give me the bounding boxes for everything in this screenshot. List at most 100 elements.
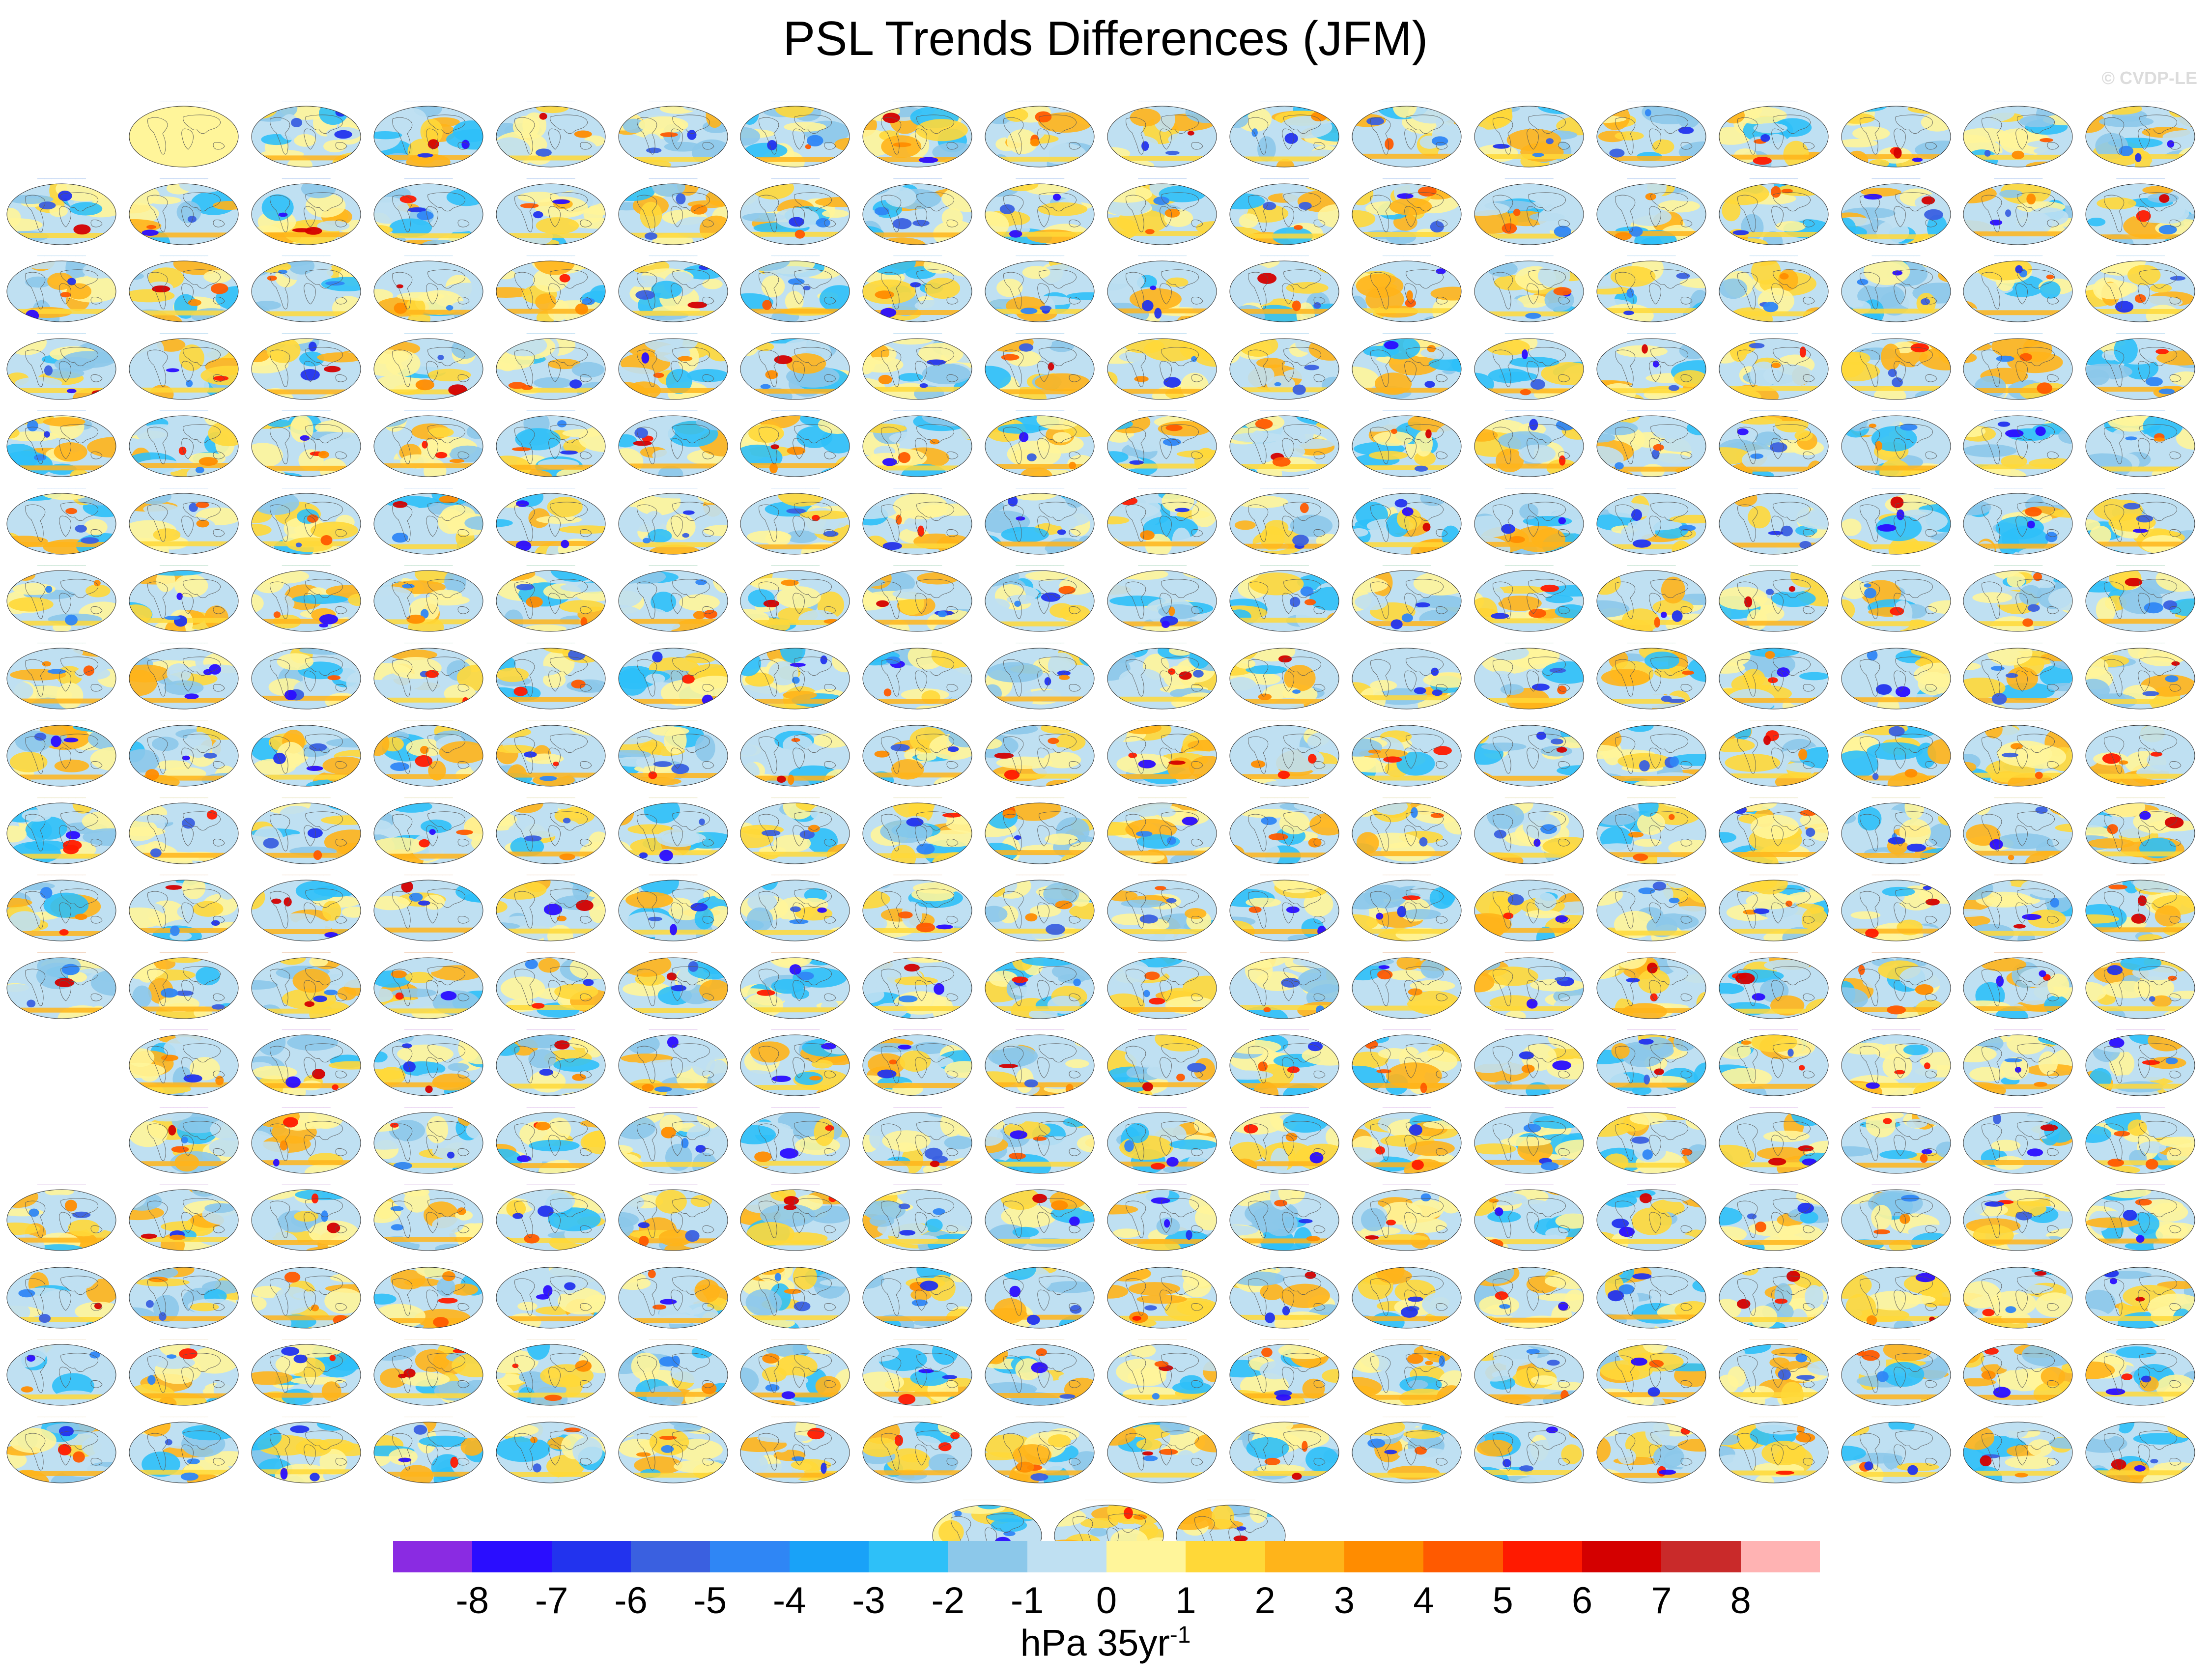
global-map: [373, 570, 483, 632]
global-map: [1107, 802, 1217, 864]
global-map: [618, 183, 728, 245]
global-map: [2085, 1267, 2195, 1328]
panel-title: ——————————————: [1504, 1337, 1554, 1341]
panel-title: ——————————————: [2116, 873, 2165, 877]
map-panel: ——————————————: [1228, 950, 1341, 1024]
map-panel: ——————————————: [1595, 1414, 1708, 1488]
panel-title: ——————————————: [771, 254, 820, 258]
panel-title: ——————————————: [1627, 1105, 1676, 1110]
panel-title: ——————————————: [771, 99, 820, 103]
panel-title: ——————————————: [282, 563, 331, 568]
panel-title: ——————————————: [771, 873, 820, 877]
global-map: [129, 570, 239, 632]
map-panel: ——————————————: [738, 872, 851, 946]
map-panel: ——————————————: [617, 717, 730, 791]
panel-title: ——————————————: [893, 718, 942, 722]
panel-title: ——————————————: [1994, 1337, 2042, 1341]
global-map: [1107, 183, 1217, 245]
panel-title: ——————————————: [1016, 795, 1064, 800]
panel-title: ——————————————: [37, 950, 86, 955]
panel-title: ——————————————: [1871, 950, 1921, 955]
global-map: [1352, 1034, 1462, 1096]
map-panel: ——————————————: [738, 1182, 851, 1255]
panel-title: ——————————————: [893, 331, 942, 336]
global-map: [1841, 415, 1951, 477]
panel-title: ——————————————: [1749, 408, 1798, 413]
global-map: [740, 1034, 850, 1096]
map-panel: ——————————————: [1961, 717, 2074, 791]
global-map: [1474, 570, 1584, 632]
global-map: [862, 1112, 972, 1173]
global-map: [1596, 725, 1706, 787]
map-panel: ——————————————: [861, 331, 974, 404]
panel-title: ——————————————: [1016, 718, 1064, 722]
global-map: [985, 493, 1095, 554]
map-panel: ——————————————: [1961, 98, 2074, 172]
global-map: [1596, 802, 1706, 864]
map-panel: ——————————————: [617, 563, 730, 636]
panel-title: ——————————————: [526, 1337, 575, 1341]
map-panel: ——————————————: [1106, 1182, 1219, 1255]
panel-title: ——————————————: [1382, 1259, 1431, 1264]
panel-title: ——————————————: [1382, 950, 1431, 955]
global-map: [1229, 1112, 1339, 1173]
colorbar-box: [869, 1541, 948, 1572]
panel-title: ——————————————: [1871, 1027, 1921, 1032]
colorbar-tick-label: -4: [772, 1580, 806, 1622]
panel-title: ——————————————: [159, 176, 208, 181]
panel-title: ——————————————: [2116, 1105, 2165, 1110]
panel-title: ——————————————: [1627, 485, 1676, 490]
panel-title: ——————————————: [649, 331, 698, 336]
global-map: [2085, 1034, 2195, 1096]
panel-title: ——————————————: [526, 254, 575, 258]
map-panel: ——————————————: [1717, 563, 1830, 636]
global-map: [129, 260, 239, 322]
global-map: [985, 106, 1095, 168]
map-panel: ——————————————: [1106, 176, 1219, 250]
map-panel: ——————————————: [1840, 1414, 1953, 1488]
global-map: [985, 260, 1095, 322]
map-panel: ——————————————: [1106, 872, 1219, 946]
global-map: [985, 1267, 1095, 1328]
colorbar-tick-label: 6: [1571, 1580, 1593, 1622]
map-panel: ——————————————: [617, 872, 730, 946]
panel-title: ——————————————: [404, 99, 453, 103]
global-map: [1107, 1344, 1217, 1406]
map-panel: ——————————————: [1961, 872, 2074, 946]
map-panel: ——————————————: [983, 98, 1096, 172]
map-panel: ——————————————: [250, 331, 363, 404]
map-panel: ——————————————: [861, 253, 974, 327]
global-map: [618, 570, 728, 632]
map-panel: ——————————————: [983, 950, 1096, 1024]
panel-title: ——————————————: [526, 718, 575, 722]
panel-title: ——————————————: [771, 1414, 820, 1419]
panel-title: ——————————————: [159, 873, 208, 877]
map-panel: ——————————————: [494, 1259, 607, 1333]
global-map: [862, 415, 972, 477]
map-panel: ——————————————: [617, 1259, 730, 1333]
global-map: [862, 1344, 972, 1406]
map-panel: ——————————————: [2084, 640, 2197, 714]
global-map: [985, 1422, 1095, 1483]
panel-title: ——————————————: [771, 485, 820, 490]
map-panel: ——————————————: [1350, 98, 1463, 172]
panel-title: ——————————————: [526, 99, 575, 103]
panel-title: ——————————————: [1138, 640, 1187, 645]
panel-title: ——————————————: [1138, 718, 1187, 722]
panel-title: ——————————————: [1871, 795, 1921, 800]
map-panel: ——————————————: [494, 1414, 607, 1488]
global-map: [1107, 1112, 1217, 1173]
panel-title: ——————————————: [37, 873, 86, 877]
map-panel: ——————————————: [494, 640, 607, 714]
panel-title: ——————————————: [1016, 1027, 1064, 1032]
global-map: [1474, 1034, 1584, 1096]
global-map: [373, 493, 483, 554]
panel-title: ——————————————: [1138, 1027, 1187, 1032]
map-panel: ——————————————: [5, 485, 118, 559]
panel-title: ——————————————: [37, 1414, 86, 1419]
global-map: [1596, 1267, 1706, 1328]
panel-title: ——————————————: [1627, 254, 1676, 258]
panel-title: ——————————————: [282, 1337, 331, 1341]
global-map: [1596, 1422, 1706, 1483]
map-panel: ——————————————: [127, 98, 240, 172]
